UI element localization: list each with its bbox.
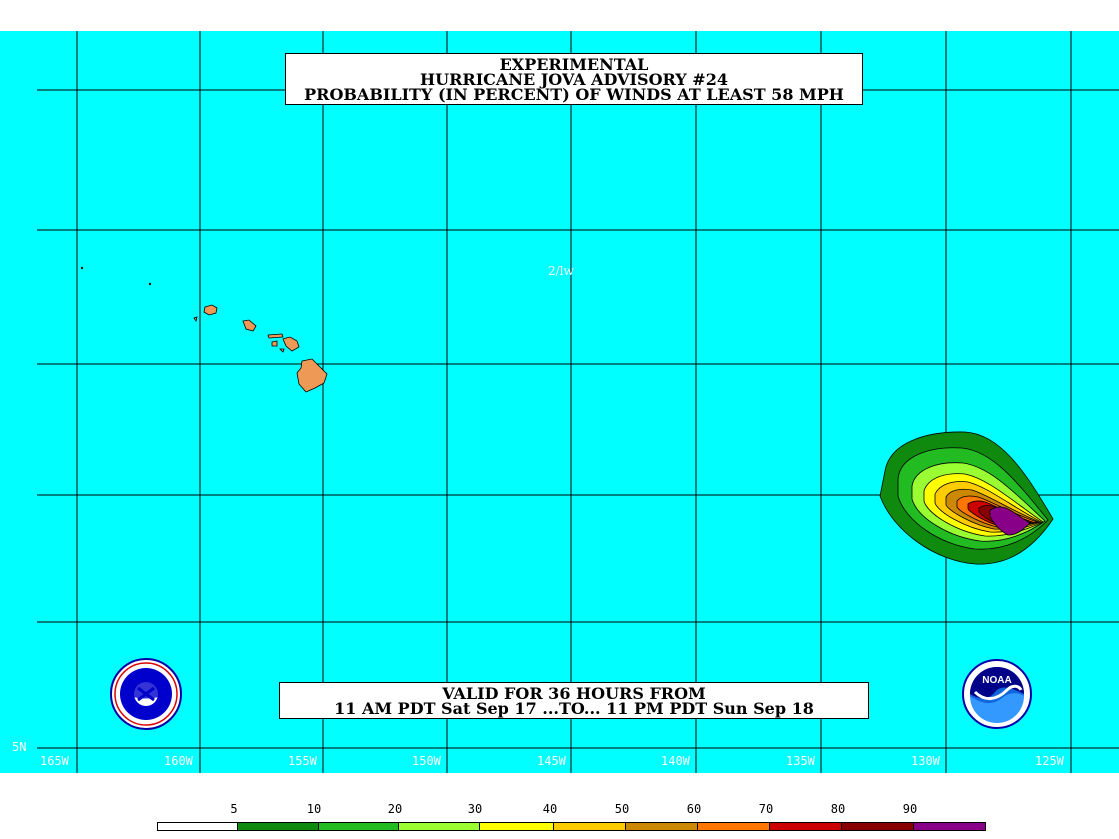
legend-threshold: 40 (542, 802, 558, 816)
island-lanai (271, 340, 278, 347)
longitude-label: 125W (1035, 754, 1064, 768)
legend-swatch-10 (913, 822, 986, 831)
svg-text:NOAA: NOAA (982, 675, 1011, 686)
longitude-label: 160W (164, 754, 193, 768)
longitude-label: 130W (911, 754, 940, 768)
probability-contours (879, 431, 1054, 565)
legend-swatch-5 (553, 822, 626, 831)
probability-legend: 5 10 20 30 40 50 60 70 80 90 (0, 796, 1119, 839)
legend-threshold: 70 (758, 802, 774, 816)
legend-swatch-4 (479, 822, 554, 831)
longitude-label: 135W (786, 754, 815, 768)
legend-swatch-9 (841, 822, 914, 831)
legend-threshold: 30 (467, 802, 483, 816)
longitude-label: 150W (412, 754, 441, 768)
valid-line-2: 11 AM PDT Sat Sep 17 ...TO... 11 PM PDT … (334, 699, 814, 718)
longitude-label: 140W (661, 754, 690, 768)
valid-line-1: VALID FOR 36 HOURS FROM (442, 684, 706, 703)
legend-swatch-6 (625, 822, 698, 831)
credit-label: 2/lw (548, 264, 574, 278)
map-title-box: EXPERIMENTAL HURRICANE JOVA ADVISORY #24… (285, 53, 863, 105)
noaa-logo: NOAA (962, 659, 1032, 729)
legend-swatch-0 (157, 822, 238, 831)
island-hawaii (296, 358, 328, 393)
island-oahu (242, 319, 257, 332)
legend-threshold: 50 (614, 802, 630, 816)
title-line-3: PROBABILITY (IN PERCENT) OF WINDS AT LEA… (304, 85, 844, 104)
legend-swatch-7 (697, 822, 770, 831)
hawaiian-islands (80, 266, 328, 393)
legend-threshold: 20 (387, 802, 403, 816)
valid-period-box: VALID FOR 36 HOURS FROM 11 AM PDT Sat Se… (279, 682, 869, 719)
title-line-2: HURRICANE JOVA ADVISORY #24 (420, 70, 728, 89)
island-maui (282, 336, 300, 352)
legend-swatch-1 (237, 822, 319, 831)
nws-logo (110, 658, 182, 730)
grid-lines (37, 31, 1119, 773)
map-panel: NOAA EXPERIMENTAL HURRICANE JOVA ADVISOR… (0, 31, 1119, 773)
latitude-label-5n: 5N (12, 740, 27, 754)
contour-90 (989, 506, 1031, 536)
island-niihau (193, 316, 198, 322)
legend-swatch-2 (318, 822, 399, 831)
longitude-label: 145W (537, 754, 566, 768)
legend-swatch-8 (769, 822, 842, 831)
longitude-label: 155W (288, 754, 317, 768)
title-line-1: EXPERIMENTAL (499, 55, 649, 74)
island-kauai (203, 304, 218, 316)
legend-threshold: 60 (686, 802, 702, 816)
legend-swatch-3 (398, 822, 480, 831)
island-molokai (267, 333, 284, 339)
map-graphics: NOAA (37, 31, 1119, 773)
legend-threshold: 80 (830, 802, 846, 816)
legend-threshold: 90 (902, 802, 918, 816)
legend-threshold: 10 (306, 802, 322, 816)
longitude-label: 165W (40, 754, 69, 768)
legend-threshold: 5 (230, 802, 238, 816)
island-kahoolawe (279, 348, 285, 353)
